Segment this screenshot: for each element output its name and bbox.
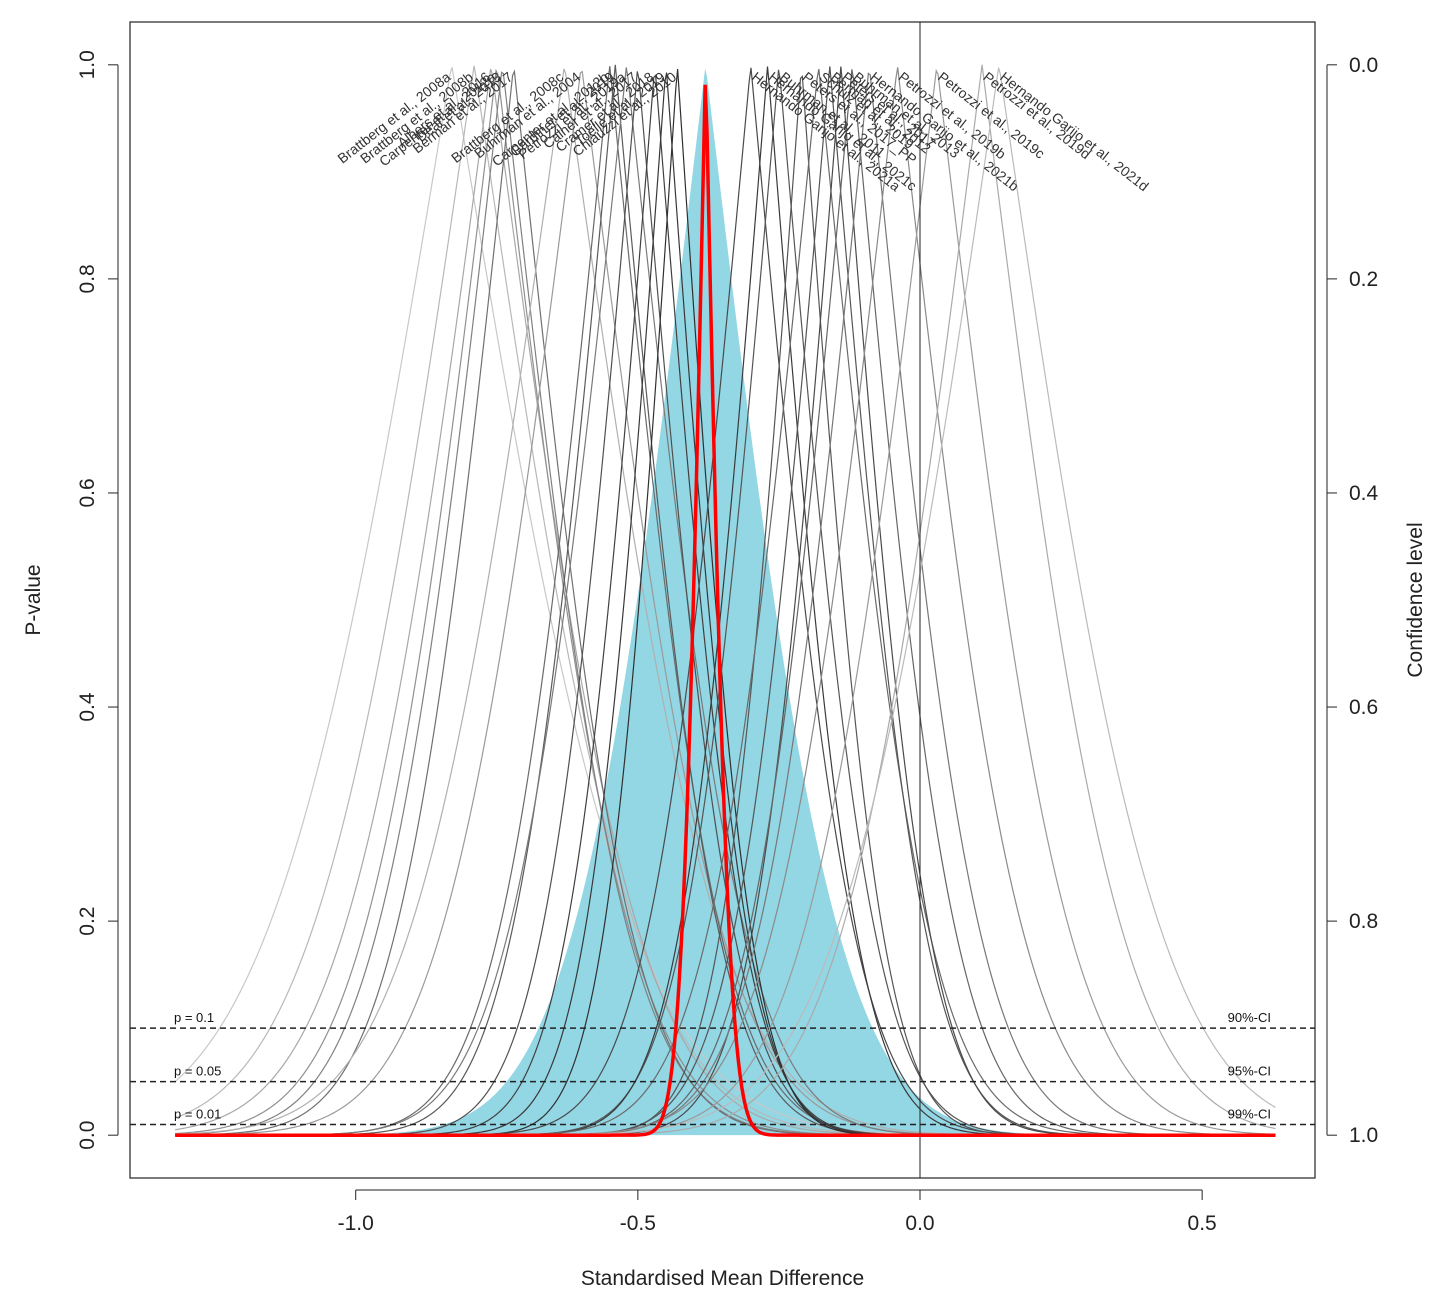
prediction-band-layer — [175, 68, 1275, 1135]
x-tick-label-4: 0.5 — [1188, 1212, 1217, 1235]
x-tick-label-3: 0.0 — [905, 1212, 934, 1235]
threshold-label-left-3: p = 0.01 — [174, 1106, 221, 1121]
threshold-label-right-1: 90%-CI — [1228, 1010, 1271, 1025]
y-tick-label-6: 1.0 — [76, 50, 99, 79]
y-tick-label-5: 0.8 — [76, 264, 99, 293]
threshold-label-right-2: 95%-CI — [1228, 1064, 1271, 1079]
p-value-function-chart: p = 0.1 90%-CI p = 0.05 95%-CI p = 0.01 99%-C… — [0, 0, 1440, 1304]
y-right-tick-label-4: 0.4 — [1349, 482, 1379, 505]
y-right-tick-label-5: 0.2 — [1349, 268, 1378, 291]
threshold-label-left-1: p = 0.1 — [174, 1010, 214, 1025]
y-right-tick-label-6: 0.0 — [1349, 54, 1378, 77]
threshold-label-right-3: 99%-CI — [1228, 1106, 1271, 1121]
y-tick-label-4: 0.6 — [76, 478, 99, 507]
y-axis-right-title: Confidence level — [1404, 522, 1427, 677]
y-right-tick-label-1: 1.0 — [1349, 1124, 1378, 1147]
y-tick-label-2: 0.2 — [76, 907, 99, 936]
y-axis-title: P-value — [22, 564, 45, 635]
prediction-band-area — [175, 68, 1275, 1135]
y-tick-label-1: 0.0 — [76, 1121, 99, 1150]
y-right-tick-label-3: 0.6 — [1349, 696, 1378, 719]
x-tick-label-2: -0.5 — [620, 1212, 656, 1235]
y-right-tick-label-2: 0.8 — [1349, 910, 1378, 933]
y-tick-label-3: 0.4 — [76, 692, 99, 722]
x-tick-label-1: -1.0 — [338, 1212, 374, 1235]
threshold-label-left-2: p = 0.05 — [174, 1064, 221, 1079]
x-axis-title: Standardised Mean Difference — [581, 1267, 864, 1290]
